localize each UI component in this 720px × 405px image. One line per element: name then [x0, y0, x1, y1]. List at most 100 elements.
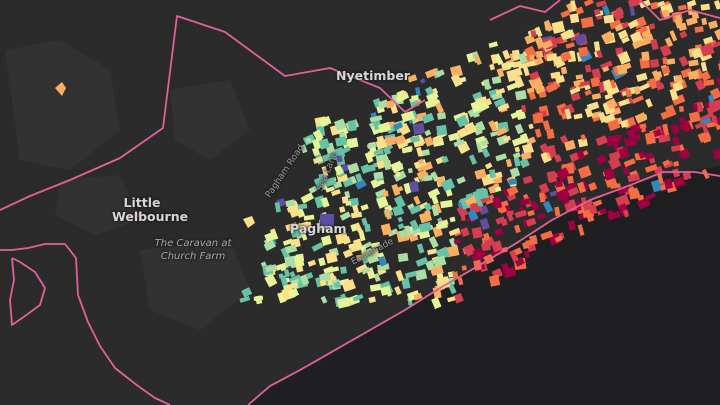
- building-footprint: [426, 91, 439, 102]
- building-footprint: [361, 266, 371, 275]
- building-footprint: [639, 123, 647, 129]
- building-footprint: [633, 86, 641, 95]
- building-footprint: [509, 249, 519, 262]
- building-footprint: [645, 98, 653, 108]
- building-footprint: [380, 223, 392, 236]
- building-footprint: [303, 214, 315, 221]
- building-footprint: [595, 135, 608, 146]
- building-footprint: [366, 142, 377, 149]
- building-footprint: [294, 254, 305, 268]
- building-footprint: [447, 282, 457, 295]
- building-footprint: [591, 93, 602, 100]
- building-footprint: [419, 211, 433, 224]
- building-footprint: [574, 33, 588, 46]
- building-footprint: [373, 171, 384, 180]
- building-footprint: [424, 129, 432, 137]
- building-footprint: [586, 101, 600, 112]
- building-footprint: [297, 203, 308, 210]
- building-footprint: [455, 114, 469, 128]
- building-footprint: [617, 29, 629, 40]
- building-footprint: [285, 222, 298, 232]
- building-footprint: [505, 158, 513, 168]
- building-footprint: [546, 146, 556, 158]
- building-footprint: [555, 181, 563, 188]
- building-footprint: [285, 244, 298, 254]
- building-footprint: [673, 161, 680, 167]
- building-footprint: [384, 136, 396, 147]
- building-footprint: [341, 196, 349, 204]
- building-footprint: [699, 43, 715, 57]
- building-footprint: [564, 139, 576, 151]
- building-footprint: [311, 242, 324, 252]
- building-footprint: [318, 257, 326, 267]
- building-footprint: [650, 38, 659, 51]
- building-footprint: [453, 139, 465, 147]
- building-footprint: [285, 282, 298, 290]
- building-footprint: [622, 166, 630, 175]
- building-footprint: [570, 0, 577, 12]
- building-footprint: [672, 136, 680, 146]
- building-footprint: [370, 241, 381, 248]
- building-footprint: [423, 202, 433, 212]
- building-footprint: [431, 205, 439, 217]
- building-footprint: [284, 255, 297, 267]
- building-footprint: [578, 46, 589, 57]
- building-footprint: [514, 146, 521, 153]
- building-footprint: [490, 171, 503, 180]
- building-footprint: [410, 135, 421, 143]
- building-footprint: [320, 197, 330, 208]
- building-footprint: [546, 128, 555, 140]
- building-footprint: [569, 13, 580, 24]
- building-footprint: [264, 264, 277, 273]
- building-footprint: [320, 235, 332, 246]
- building-footprint: [352, 293, 364, 302]
- building-footprint: [706, 106, 715, 118]
- building-footprint: [418, 221, 432, 233]
- building-footprint: [560, 9, 571, 19]
- building-footprint: [395, 171, 401, 178]
- building-footprint: [475, 135, 486, 144]
- building-footprint: [335, 136, 348, 147]
- building-footprint: [380, 285, 392, 296]
- building-footprint: [431, 297, 442, 310]
- building-footprint: [447, 296, 456, 303]
- building-footprint: [342, 236, 351, 245]
- building-footprint: [318, 271, 332, 283]
- building-footprint: [368, 296, 377, 304]
- building-footprint: [703, 79, 715, 87]
- building-footprint: [436, 124, 448, 136]
- building-footprint: [241, 287, 253, 298]
- building-footprint: [285, 199, 296, 208]
- building-footprint: [496, 67, 505, 78]
- building-footprint: [616, 6, 624, 17]
- building-footprint: [511, 49, 521, 61]
- building-footprint: [624, 136, 638, 148]
- building-footprint: [703, 36, 714, 45]
- building-footprint: [632, 39, 644, 50]
- building-footprint: [644, 163, 658, 173]
- building-footprint: [358, 230, 366, 242]
- building-footprint: [708, 20, 719, 30]
- building-footprint: [416, 146, 423, 157]
- building-footprint: [649, 23, 656, 30]
- building-footprint: [556, 167, 571, 182]
- building-footprint: [393, 195, 406, 209]
- building-footprint: [560, 194, 570, 205]
- building-footprint: [392, 204, 404, 217]
- building-footprint: [378, 121, 392, 134]
- building-footprint: [287, 288, 300, 299]
- building-footprint: [401, 90, 407, 97]
- building-footprint: [452, 271, 459, 279]
- building-footprint: [488, 185, 496, 194]
- building-footprint: [551, 20, 566, 34]
- building-footprint: [495, 216, 506, 225]
- building-footprint: [715, 115, 720, 126]
- building-footprint: [401, 146, 413, 154]
- building-footprint: [475, 120, 486, 132]
- building-footprint: [694, 79, 706, 91]
- building-footprint: [564, 108, 572, 120]
- building-footprint: [661, 65, 671, 75]
- building-footprint: [346, 137, 359, 149]
